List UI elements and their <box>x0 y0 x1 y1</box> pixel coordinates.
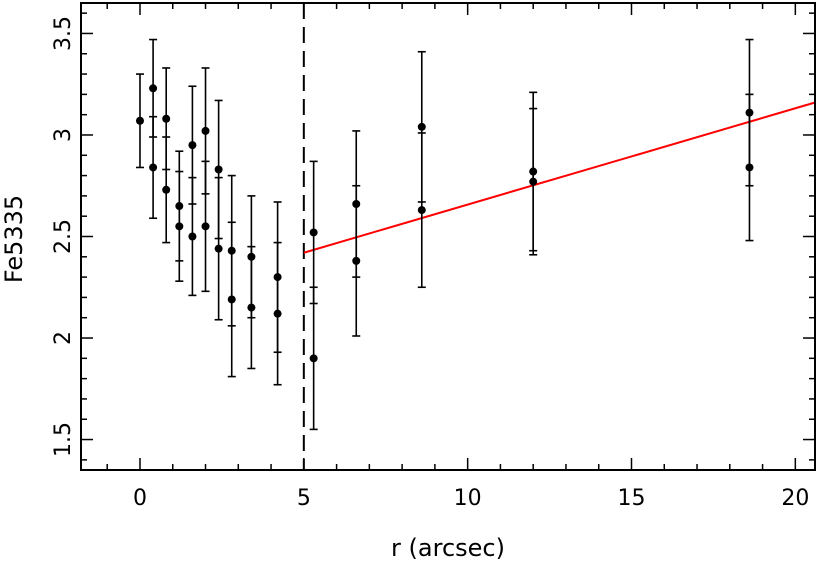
error-bars <box>135 38 754 431</box>
data-point <box>273 309 282 318</box>
data-point <box>309 354 318 363</box>
y-tick-label: 1.5 <box>51 422 76 457</box>
data-point <box>162 185 171 194</box>
data-point <box>745 108 754 117</box>
x-tick-labels: 0 5 10 15 20 <box>133 486 809 511</box>
x-tick-label: 10 <box>454 486 482 511</box>
data-point <box>529 177 538 186</box>
data-point <box>175 202 184 211</box>
data-point <box>745 163 754 172</box>
data-point <box>214 244 223 253</box>
data-point <box>214 165 223 174</box>
x-tick-label: 5 <box>297 486 311 511</box>
y-tick-label: 3.5 <box>51 16 76 51</box>
y-tick-label: 2.5 <box>51 219 76 254</box>
x-tick-label: 20 <box>781 486 809 511</box>
data-point <box>162 114 171 123</box>
data-point <box>352 200 361 209</box>
data-point <box>149 163 158 172</box>
plot-frame <box>80 2 816 471</box>
data-point <box>247 252 256 261</box>
data-point <box>417 206 426 215</box>
data-point <box>529 167 538 176</box>
data-point <box>201 126 210 135</box>
data-point <box>201 222 210 231</box>
y-axis-label: Fe5335 <box>0 195 28 283</box>
data-point <box>188 232 197 241</box>
fit-line <box>303 101 816 254</box>
data-point <box>227 295 236 304</box>
y-tick-label: 3 <box>51 128 76 142</box>
data-point <box>175 222 184 231</box>
data-point <box>273 273 282 282</box>
y-tick-label: 2 <box>51 331 76 345</box>
x-tick-label: 0 <box>133 486 147 511</box>
y-tick-labels: 1.5 2 2.5 3 3.5 <box>51 16 76 457</box>
x-tick-label: 15 <box>618 486 646 511</box>
data-point <box>188 141 197 150</box>
data-point <box>352 256 361 265</box>
data-point <box>135 116 144 125</box>
data-point <box>309 228 318 237</box>
data-points <box>135 84 754 363</box>
data-point <box>227 246 236 255</box>
reference-lines <box>302 3 816 470</box>
data-point <box>417 122 426 131</box>
data-point <box>149 84 158 93</box>
data-point <box>247 303 256 312</box>
x-axis-label: r (arcsec) <box>391 534 505 562</box>
